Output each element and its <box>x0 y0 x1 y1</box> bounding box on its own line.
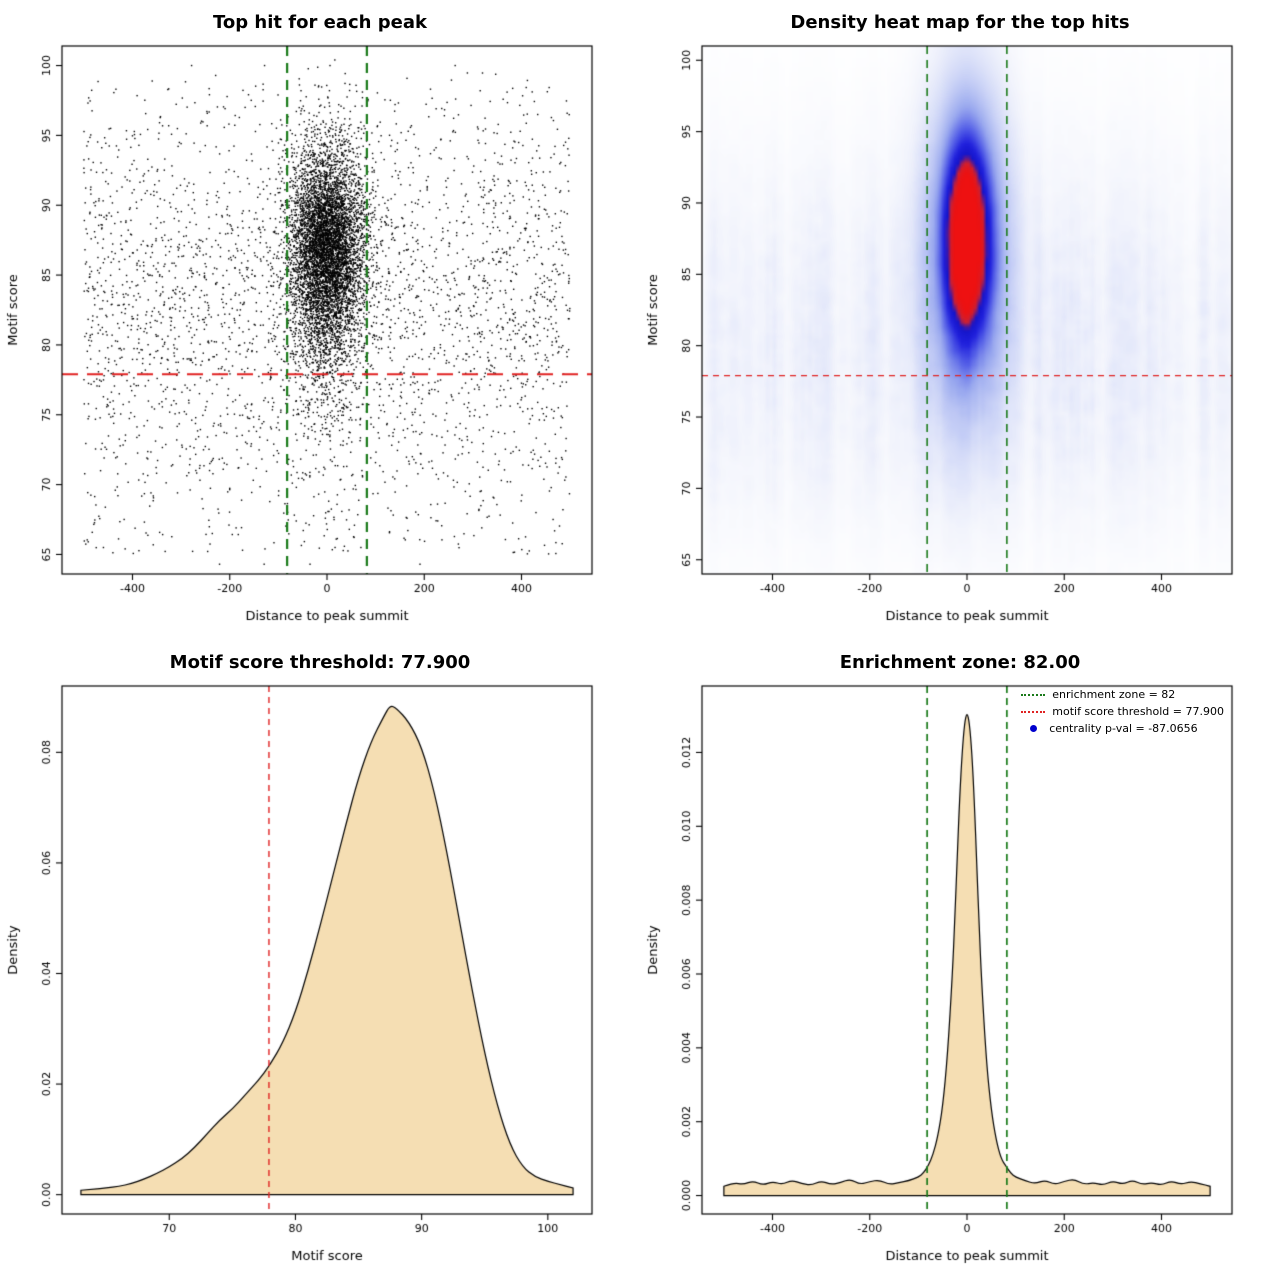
enrichment-zone-line-swatch-icon <box>1021 693 1046 696</box>
legend-label-centrality-pval: centrality p-val = -87.0656 <box>1049 722 1198 735</box>
panel-top-hit-scatter: Top hit for each peak <box>0 0 640 640</box>
enrichment-title: Enrichment zone: 82.00 <box>839 652 1081 673</box>
legend-item-centrality-pval: centrality p-val = -87.0656 <box>1021 722 1224 735</box>
centrality-pval-dot-icon <box>1030 725 1038 732</box>
legend-item-enrichment-zone: enrichment zone = 82 <box>1021 688 1224 701</box>
scatter-title: Top hit for each peak <box>213 12 427 33</box>
scatter-plot-canvas <box>0 0 640 640</box>
legend-item-score-threshold: motif score threshold = 77.900 <box>1021 705 1224 718</box>
panel-enrichment-zone-density: Enrichment zone: 82.00 enrichment zone =… <box>640 640 1280 1280</box>
heatmap-title: Density heat map for the top hits <box>790 12 1130 33</box>
legend-label-enrichment-zone: enrichment zone = 82 <box>1052 688 1176 701</box>
enrichment-density-canvas <box>640 640 1280 1280</box>
panel-density-heatmap: Density heat map for the top hits <box>640 0 1280 640</box>
panel-motif-score-density: Motif score threshold: 77.900 <box>0 640 640 1280</box>
score-density-title: Motif score threshold: 77.900 <box>169 652 471 673</box>
heatmap-canvas <box>640 0 1280 640</box>
score-threshold-line-swatch-icon <box>1021 710 1046 713</box>
score-density-canvas <box>0 640 640 1280</box>
legend: enrichment zone = 82 motif score thresho… <box>1021 688 1224 739</box>
legend-label-score-threshold: motif score threshold = 77.900 <box>1052 705 1224 718</box>
